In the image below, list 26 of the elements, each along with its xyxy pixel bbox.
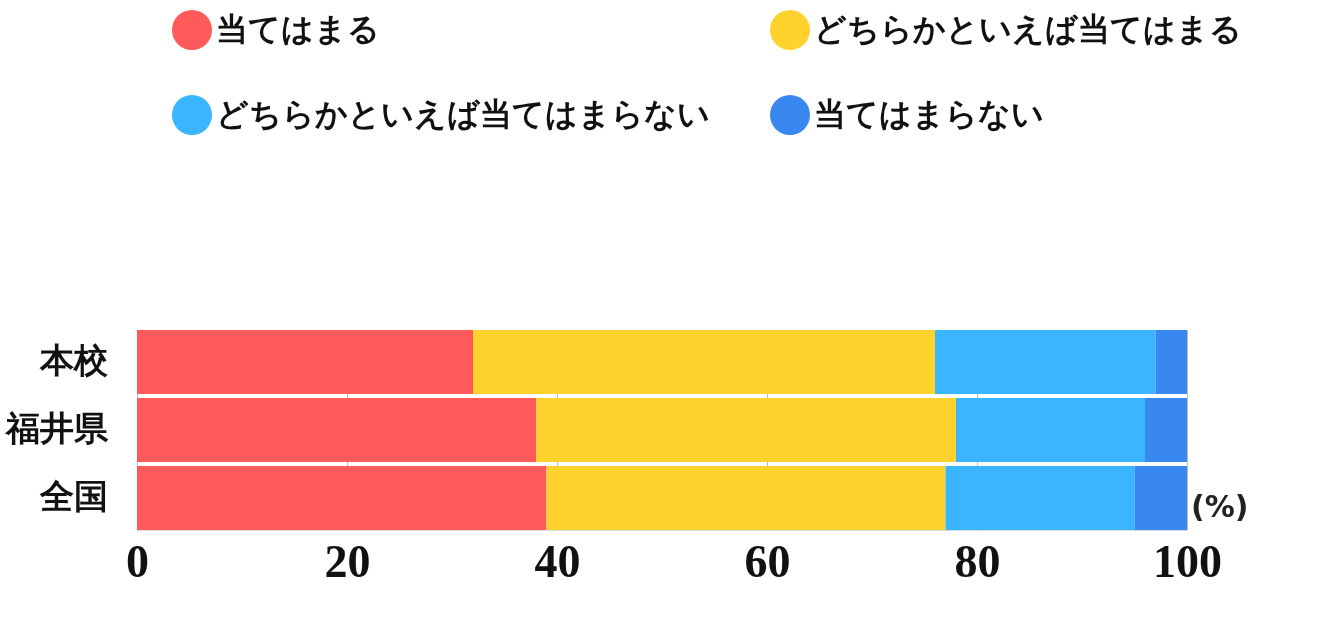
bar [935, 330, 1156, 394]
bar [473, 330, 935, 394]
bar [1145, 398, 1187, 462]
bar [137, 466, 547, 530]
bar [536, 398, 956, 462]
bar [956, 398, 1145, 462]
y-tick-label: 福井県 [3, 408, 109, 448]
x-tick-label: 0 [126, 535, 149, 587]
text: (%) [1191, 489, 1249, 524]
legend-label: どちらかといえば当てはまらない [216, 95, 710, 133]
bar [546, 466, 946, 530]
legend-label: 当てはまる [216, 10, 380, 48]
bar [1155, 330, 1187, 394]
legend-label: どちらかといえば当てはまる [814, 10, 1242, 48]
bar [137, 330, 473, 394]
x-tick-label: 60 [744, 535, 791, 587]
x-tick-label: 40 [534, 535, 581, 587]
y-tick-label: 本校 [38, 339, 109, 380]
bar [945, 466, 1135, 530]
legend-label: 当てはまらない [814, 95, 1044, 133]
x-tick-label: 80 [954, 535, 1001, 587]
bar [137, 398, 536, 462]
y-tick-label: 全国 [38, 476, 108, 517]
x-tick-label: 20 [324, 535, 371, 587]
x-tick-label: 100 [1153, 535, 1222, 587]
bar [1134, 466, 1187, 530]
